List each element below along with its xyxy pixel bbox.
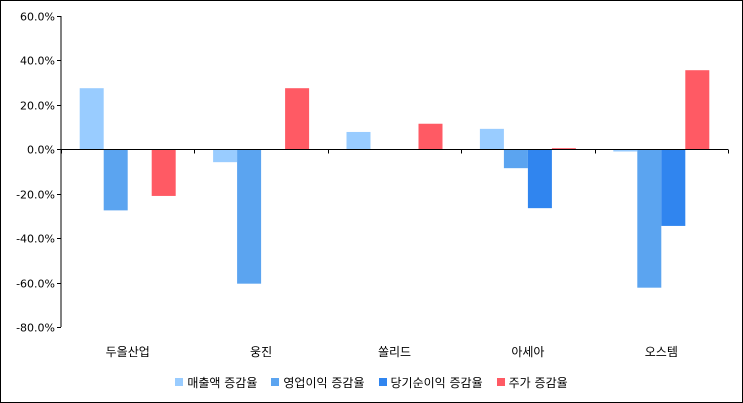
bar: [103, 149, 128, 211]
legend-label: 영업이익 증감율: [283, 375, 365, 390]
bar: [79, 88, 104, 150]
x-category-label: 오스템: [645, 345, 678, 359]
x-axis: 두올산업 웅진 쏠리드 아세아 오스템: [61, 149, 729, 359]
x-category-label: 웅진: [250, 345, 272, 359]
y-tick-label: -20.0%: [16, 189, 55, 202]
bar: [613, 149, 638, 152]
legend-swatch: [496, 378, 505, 386]
legend-label: 당기순이익 증감율: [390, 375, 483, 390]
y-tick-label: -80.0%: [16, 322, 55, 335]
y-tick-label: -60.0%: [16, 278, 55, 291]
bar: [685, 70, 710, 150]
legend-swatch: [175, 378, 184, 386]
bar: [237, 149, 262, 284]
y-tick-label: 20.0%: [20, 100, 55, 113]
legend-item: 영업이익 증감율: [271, 374, 365, 391]
bar: [503, 149, 528, 169]
y-tick-label: -40.0%: [16, 233, 55, 246]
bar: [346, 131, 371, 150]
y-tick-label: 60.0%: [20, 11, 55, 24]
x-category-label: 두올산업: [106, 345, 150, 359]
legend-item: 주가 증감율: [496, 374, 568, 391]
legend-label: 매출액 증감율: [187, 375, 258, 390]
bar: [151, 149, 176, 196]
legend: 매출액 증감율 영업이익 증감율 당기순이익 증감율 주가 증감율: [0, 372, 743, 392]
bar: [551, 148, 576, 150]
y-tick-label: 40.0%: [20, 55, 55, 68]
bar: [418, 123, 443, 150]
legend-swatch: [271, 378, 280, 386]
x-category-label: 아세아: [511, 345, 544, 359]
legend-item: 당기순이익 증감율: [378, 374, 483, 391]
y-tick-label: 0.0%: [27, 144, 55, 157]
bar: [285, 88, 310, 150]
x-category-label: 쏠리드: [378, 345, 411, 359]
legend-item: 매출액 증감율: [175, 374, 257, 391]
legend-swatch: [378, 378, 387, 386]
bars: [79, 70, 710, 288]
bar: [661, 149, 686, 226]
bar: [637, 149, 662, 288]
bar-chart: 60.0% 40.0% 20.0% 0.0% -20.0% -40.0% -60.0% -80…: [16, 11, 729, 359]
y-axis: 60.0% 40.0% 20.0% 0.0% -20.0% -40.0% -60.0% -80…: [16, 11, 62, 335]
legend-label: 주가 증감율: [508, 375, 568, 390]
bar: [213, 149, 238, 163]
bar: [479, 128, 504, 150]
bar: [527, 149, 552, 209]
